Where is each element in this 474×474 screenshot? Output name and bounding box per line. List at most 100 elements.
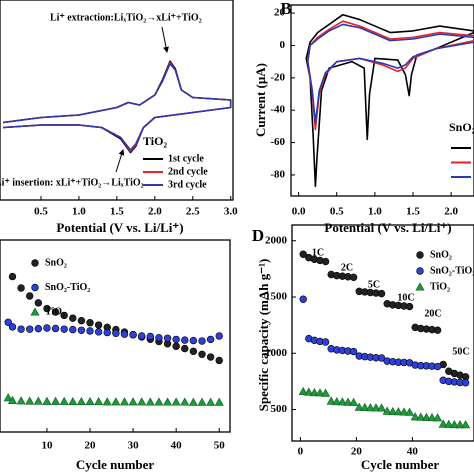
annotation: 20C xyxy=(424,308,441,319)
triangle-marker xyxy=(163,397,173,406)
circle-marker xyxy=(86,319,94,327)
triangle-marker xyxy=(16,396,26,405)
triangle-marker xyxy=(94,396,104,406)
triangle-marker xyxy=(416,412,426,421)
circle-marker xyxy=(299,295,307,303)
legend-label: 3rd cycle xyxy=(168,179,207,190)
triangle-marker xyxy=(315,388,325,397)
triangle-marker xyxy=(399,407,409,416)
triangle-marker xyxy=(332,397,342,406)
annotation-arrow xyxy=(115,149,125,173)
circle-marker xyxy=(146,332,155,341)
triangle-marker xyxy=(111,397,121,406)
triangle-marker xyxy=(444,419,454,428)
legend-swatch xyxy=(31,259,39,267)
circle-marker xyxy=(34,324,43,333)
circle-marker xyxy=(206,335,215,344)
circle-marker xyxy=(172,335,180,344)
circle-marker xyxy=(51,308,60,316)
legend-label: SnO₂ xyxy=(430,249,452,260)
circle-marker xyxy=(461,379,470,387)
circle-marker xyxy=(77,316,86,325)
annotation: Li⁺ extraction:LiₓTiO₂→xLi⁺+TiO₂ xyxy=(50,12,202,23)
series-line xyxy=(306,20,474,131)
circle-marker xyxy=(94,328,103,336)
triangle-marker xyxy=(309,388,319,397)
triangle-marker xyxy=(214,397,224,406)
y-tick-label: 0 xyxy=(280,39,286,51)
plot-area xyxy=(2,60,232,154)
circle-marker xyxy=(43,324,51,332)
legend-label: SnO₂-TiO₂ xyxy=(45,282,90,293)
series-line xyxy=(305,13,474,188)
triangle-marker xyxy=(59,396,69,405)
circle-marker xyxy=(377,289,386,298)
legend-label: TiO₂ xyxy=(45,306,65,317)
circle-marker xyxy=(26,292,34,300)
y-axis-label: Current (μA) xyxy=(253,63,268,137)
triangle-marker xyxy=(365,403,375,412)
annotation: 10C xyxy=(397,292,414,303)
triangle-marker xyxy=(51,396,61,405)
x-axis-label: Potential (V vs. Li/Li⁺) xyxy=(56,220,183,235)
triangle-marker xyxy=(427,412,437,422)
legend-swatch xyxy=(416,251,424,259)
y-tick-label: 1500 xyxy=(265,291,288,303)
x-tick-label: 10 xyxy=(41,440,53,452)
circle-marker xyxy=(321,257,330,266)
triangle-marker xyxy=(377,403,387,412)
circle-marker xyxy=(321,338,330,346)
x-tick-label: 1.5 xyxy=(110,206,124,218)
series-line xyxy=(2,62,232,151)
circle-marker xyxy=(103,328,111,337)
plot-frame xyxy=(291,224,474,442)
circle-marker xyxy=(5,225,12,232)
x-tick-label: 50 xyxy=(214,440,226,452)
y-tick-label: 1000 xyxy=(265,347,288,359)
triangle-marker xyxy=(33,396,43,405)
triangle-marker xyxy=(449,419,459,429)
circle-marker xyxy=(8,272,17,281)
y-tick-label: 500 xyxy=(271,403,288,415)
triangle-marker xyxy=(102,397,112,406)
triangle-marker xyxy=(326,396,336,405)
circle-marker xyxy=(206,353,215,361)
legend-title: SnO₂-TiO₂ xyxy=(449,120,474,134)
circle-marker xyxy=(60,325,68,333)
triangle-marker xyxy=(393,407,403,416)
plot-area xyxy=(3,225,224,406)
triangle-marker xyxy=(188,397,198,406)
circle-marker xyxy=(215,332,223,340)
x-tick-label: 0.5 xyxy=(34,206,48,218)
circle-marker xyxy=(299,250,307,258)
circle-marker xyxy=(77,326,86,334)
circle-marker xyxy=(405,302,414,311)
annotation: 5C xyxy=(368,279,380,290)
triangle-marker xyxy=(3,393,13,402)
triangle-marker xyxy=(145,397,155,406)
circle-marker xyxy=(181,336,189,344)
triangle-marker xyxy=(154,397,164,406)
plot-area xyxy=(305,13,474,188)
circle-marker xyxy=(198,350,206,358)
triangle-marker xyxy=(421,412,431,421)
triangle-marker xyxy=(119,397,129,406)
panel-label: B xyxy=(280,0,291,18)
annotation: 2C xyxy=(341,262,353,273)
legend-swatch xyxy=(31,283,39,292)
circle-marker xyxy=(172,342,180,350)
triangle-marker xyxy=(25,396,35,405)
legend-label: 2nd cycle xyxy=(168,166,208,177)
triangle-marker xyxy=(180,397,190,406)
triangle-marker xyxy=(321,388,331,397)
circle-marker xyxy=(189,347,198,356)
circle-marker xyxy=(8,323,17,331)
circle-marker xyxy=(138,332,146,340)
panel-label: D xyxy=(252,226,264,245)
x-tick-label: 30 xyxy=(128,440,140,452)
x-tick-label: 2.0 xyxy=(444,206,458,218)
triangle-marker xyxy=(68,396,78,406)
triangle-marker xyxy=(461,420,471,429)
annotation: 50C xyxy=(452,346,469,357)
legend-swatch xyxy=(416,267,424,275)
